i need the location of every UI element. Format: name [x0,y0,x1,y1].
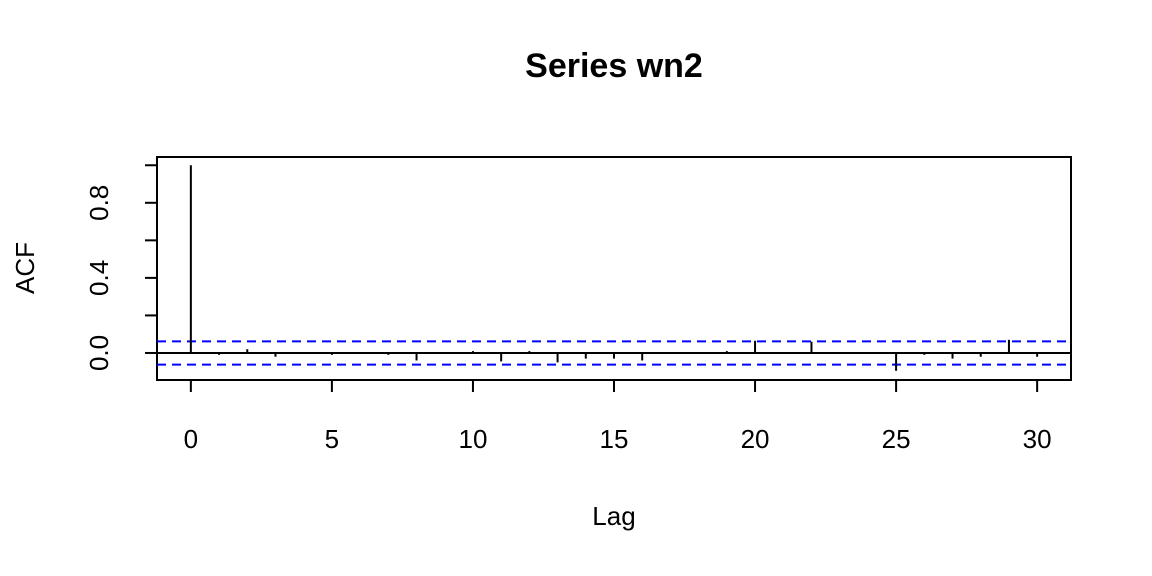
y-tick-label: 0.8 [84,185,114,221]
x-tick-label: 10 [458,424,487,454]
x-tick-label: 0 [184,424,198,454]
y-tick-label: 0.0 [84,335,114,371]
x-tick-label: 20 [741,424,770,454]
x-tick-label: 25 [882,424,911,454]
y-axis-label: ACF [10,242,40,294]
x-tick-label: 15 [600,424,629,454]
y-tick-label: 0.4 [84,260,114,296]
x-tick-label: 30 [1023,424,1052,454]
chart-title: Series wn2 [525,47,703,85]
x-axis-label: Lag [592,501,635,531]
plot-frame [156,156,1072,381]
x-tick-label: 5 [325,424,339,454]
